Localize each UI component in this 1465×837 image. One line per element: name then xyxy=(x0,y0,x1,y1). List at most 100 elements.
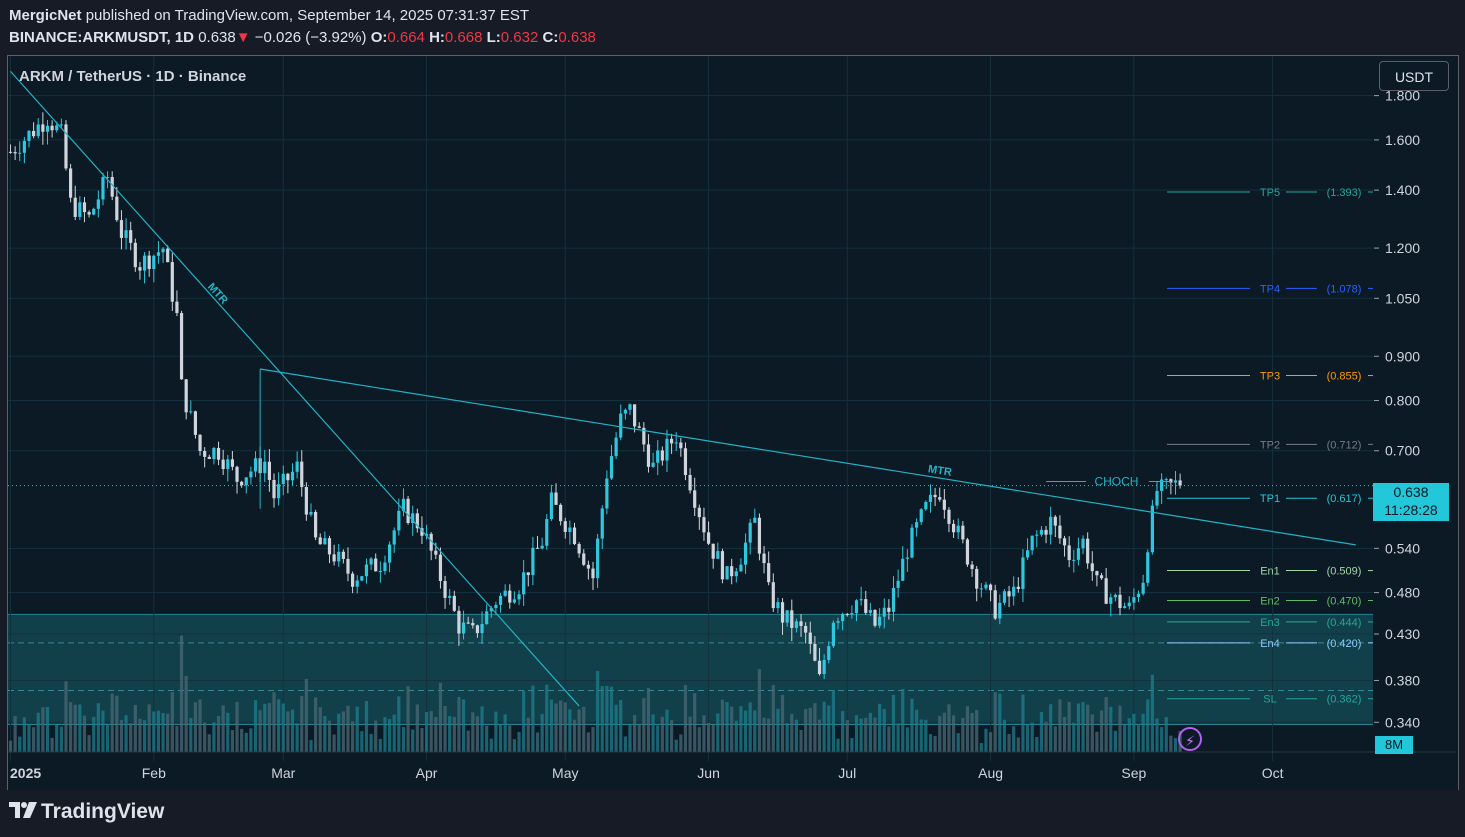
candle-body xyxy=(22,140,26,153)
volume-bar xyxy=(133,704,137,752)
last-price-tag: 0.638 11:28:28 xyxy=(1373,483,1449,521)
volume-bar xyxy=(905,727,909,752)
volume-bar xyxy=(559,700,563,752)
volume-bar xyxy=(896,723,900,752)
trendline-mtr[interactable] xyxy=(260,368,1356,546)
volume-bar xyxy=(64,681,68,752)
volume-bar xyxy=(387,719,392,752)
candle-body xyxy=(1007,591,1011,597)
volume-bar xyxy=(748,702,752,752)
candle-body xyxy=(411,513,415,523)
candle-body xyxy=(1164,479,1168,481)
chart-frame[interactable] xyxy=(7,55,1459,791)
volume-bar xyxy=(424,712,429,752)
volume-bar xyxy=(771,685,775,752)
candle-body xyxy=(1025,550,1030,558)
candle-body xyxy=(337,551,341,562)
price-tag-value: 0.638 xyxy=(1393,484,1429,500)
candle-body xyxy=(300,461,304,488)
candle-body xyxy=(323,538,327,545)
volume-bar xyxy=(198,699,202,752)
candle-body xyxy=(623,409,627,414)
volume-bar xyxy=(258,710,262,752)
candle-body xyxy=(956,525,960,533)
candle-body xyxy=(351,573,355,587)
candle-body xyxy=(1173,480,1178,483)
candle-body xyxy=(651,462,655,467)
volume-bar xyxy=(1035,736,1039,752)
candle-body xyxy=(401,498,406,511)
volume-bar xyxy=(1132,713,1136,752)
volume-bar xyxy=(332,734,336,752)
candle-body xyxy=(582,553,586,565)
volume-bar xyxy=(739,706,743,752)
volume-bar xyxy=(170,692,174,752)
candle-body xyxy=(614,437,618,457)
candle-body xyxy=(235,466,239,482)
candle-body xyxy=(415,513,419,529)
volume-bar xyxy=(938,715,942,752)
currency-button[interactable]: USDT xyxy=(1379,61,1449,91)
candle-body xyxy=(859,599,863,601)
volume-bar xyxy=(545,684,549,752)
candle-body xyxy=(1113,594,1117,598)
candle-body xyxy=(129,230,133,243)
axis-layer: 1.800 1.600 1.400 1.200 1.050 0.900 0.800 0.700… xyxy=(8,88,1456,781)
candle-body xyxy=(355,580,359,587)
volume-bar xyxy=(73,704,77,752)
level-value: (1.393) xyxy=(1327,187,1362,199)
volume-bar xyxy=(221,705,225,752)
candle-body xyxy=(730,566,734,577)
candle-body xyxy=(480,624,484,634)
candle-body xyxy=(41,124,45,132)
volume-bar xyxy=(878,703,882,752)
volume-bar xyxy=(304,679,308,752)
trendline-mtr[interactable] xyxy=(10,70,580,707)
author-name[interactable]: MergicNet xyxy=(9,7,82,24)
volume-bar xyxy=(22,717,26,752)
volume-layer xyxy=(8,635,1182,752)
volume-bar xyxy=(656,725,660,752)
candle-body xyxy=(203,451,207,457)
candle-body xyxy=(928,494,933,503)
candle-body xyxy=(845,613,849,615)
volume-bar xyxy=(757,669,762,752)
candle-body xyxy=(253,458,258,472)
volume-bar xyxy=(36,712,40,752)
candle-body xyxy=(1049,516,1053,535)
candle-body xyxy=(535,547,540,549)
candle-body xyxy=(267,461,271,480)
candle-body xyxy=(512,599,517,603)
volume-bar xyxy=(101,710,105,752)
volume-bar xyxy=(346,705,350,752)
y-tick-label: 1.800 xyxy=(1385,88,1420,104)
volume-bar xyxy=(216,715,221,752)
level-label: TP3 xyxy=(1260,371,1280,383)
close-value: 0.638 xyxy=(558,29,596,46)
volume-bar xyxy=(1150,674,1154,752)
volume-bar xyxy=(1136,725,1141,752)
lightning-icon[interactable]: ⚡ xyxy=(1178,727,1202,751)
volume-bar xyxy=(1058,699,1062,752)
volume-bar xyxy=(203,722,207,752)
volume-bar xyxy=(142,720,147,752)
level-label: SL xyxy=(1263,694,1276,706)
volume-bar xyxy=(480,706,484,752)
candle-body xyxy=(175,301,179,314)
tradingview-logo[interactable]: TradingView xyxy=(9,800,164,824)
candle-body xyxy=(295,461,299,472)
volume-bar xyxy=(290,709,295,752)
volume-bar xyxy=(628,724,632,752)
volume-bar xyxy=(226,712,230,752)
candle-body xyxy=(854,600,859,614)
volume-bar xyxy=(374,720,378,752)
candle-body xyxy=(207,456,211,460)
x-tick-label: May xyxy=(552,765,578,781)
volume-bar xyxy=(327,720,332,752)
volume-bar xyxy=(309,740,313,752)
candle-body xyxy=(179,313,184,380)
candle-body xyxy=(822,659,826,675)
candle-body xyxy=(813,643,817,661)
volume-bar xyxy=(891,694,896,752)
